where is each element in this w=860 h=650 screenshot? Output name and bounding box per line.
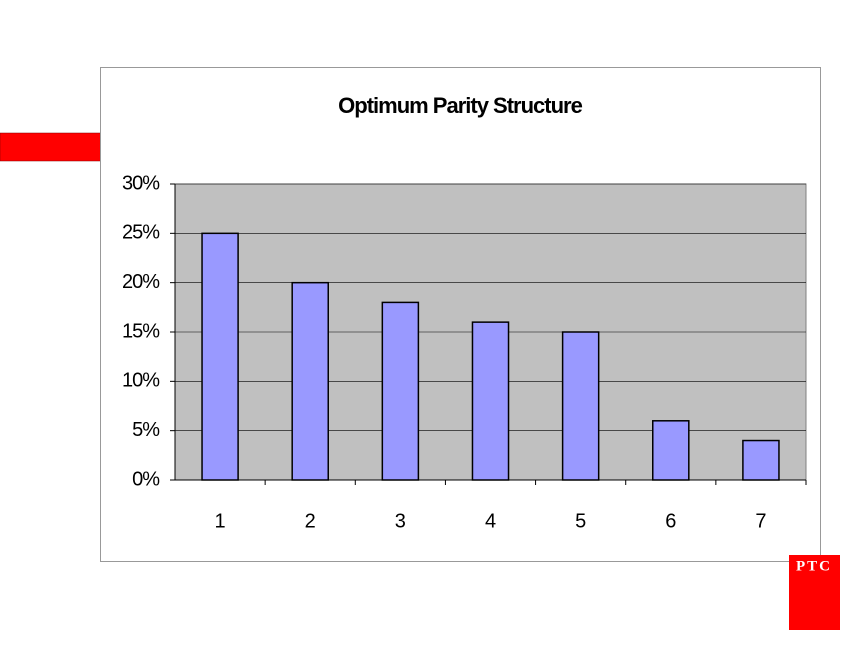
accent-bar	[0, 132, 102, 162]
y-tick-label: 20%	[122, 271, 160, 293]
x-tick-label: 1	[215, 510, 226, 532]
y-tick-label: 25%	[122, 222, 160, 244]
y-tick-label: 30%	[122, 172, 160, 194]
x-tick-label: 3	[395, 510, 406, 532]
y-tick-label: 10%	[122, 370, 160, 392]
x-tick-label: 4	[485, 510, 496, 532]
bar	[201, 232, 239, 481]
bar	[742, 439, 780, 481]
x-tick-label: 2	[305, 510, 316, 532]
logo-box	[789, 555, 840, 630]
bar	[652, 420, 690, 481]
chart-title: Optimum Parity Structure	[338, 93, 582, 118]
bar	[561, 331, 600, 481]
bar	[291, 281, 329, 481]
x-tick-label: 5	[575, 510, 586, 532]
y-tick-label: 15%	[122, 320, 160, 342]
chart: 0% 5% 10% 15% 20% 25% 30% 1 2 3 4 5 6 7	[122, 172, 807, 532]
bar	[471, 321, 510, 481]
y-tick-label: 0%	[132, 468, 160, 490]
bar	[381, 301, 420, 481]
y-tick-label: 5%	[132, 419, 160, 441]
x-tick-label: 6	[665, 510, 676, 532]
x-tick-label: 7	[755, 510, 766, 532]
logo-text: PTC	[796, 558, 832, 574]
